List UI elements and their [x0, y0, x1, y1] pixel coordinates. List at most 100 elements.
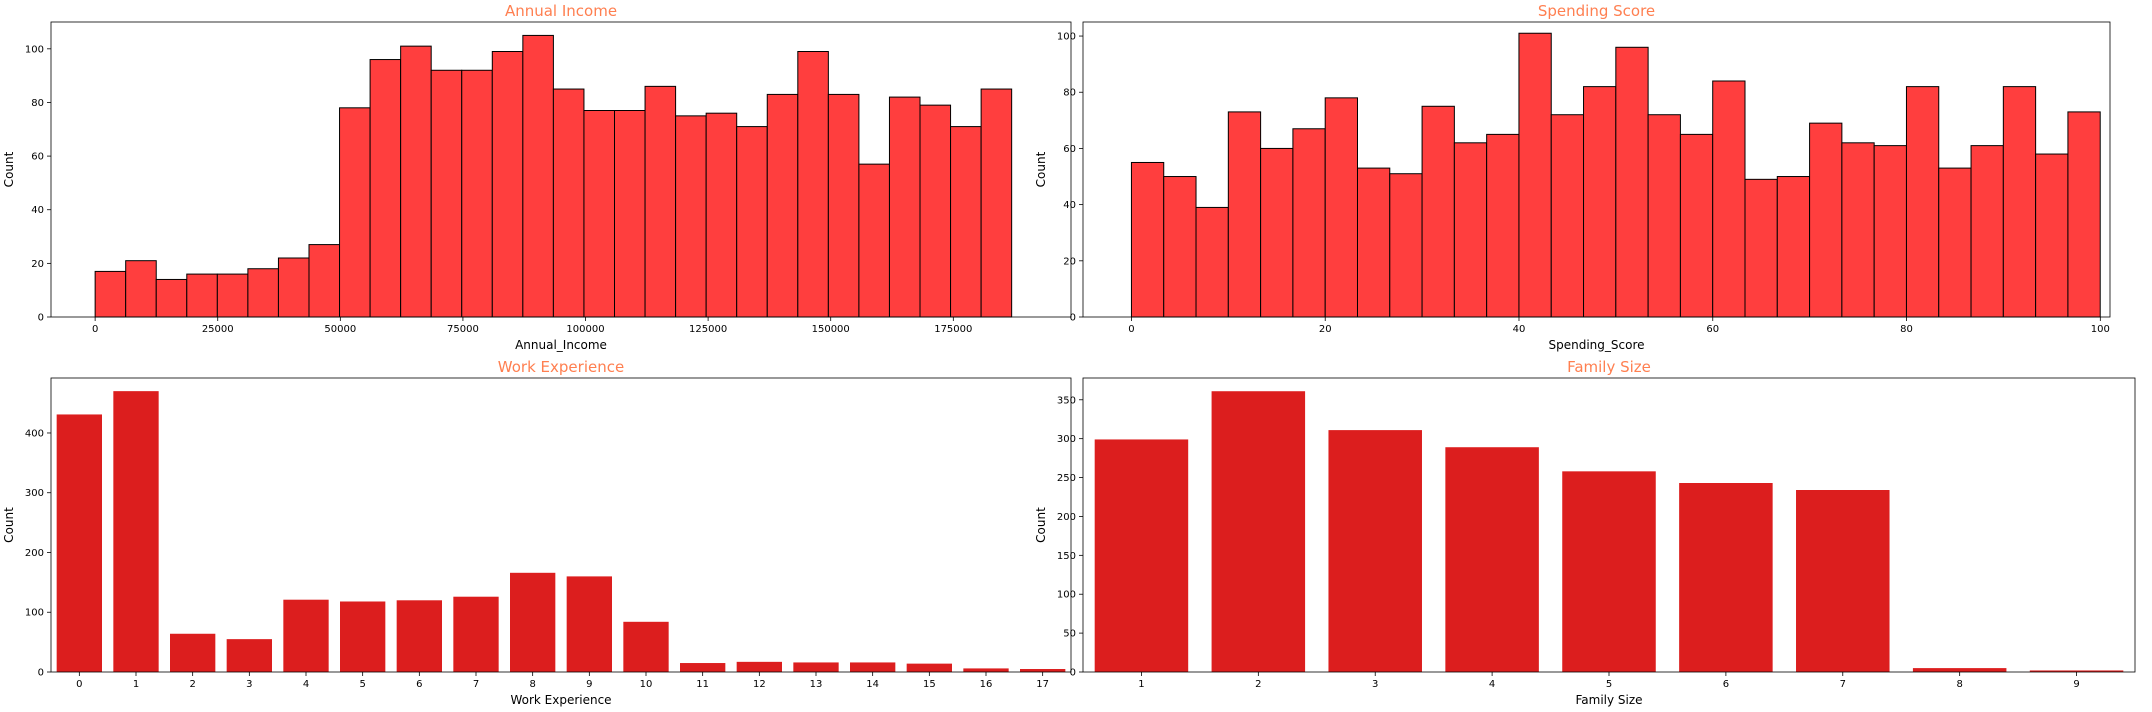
histogram-bar — [125, 260, 157, 318]
x-tick-label: 1 — [1138, 679, 1144, 690]
bar — [1445, 447, 1539, 672]
x-tick-label: 13 — [810, 679, 823, 690]
histogram-bar — [1776, 176, 1811, 318]
histogram-bar — [1712, 80, 1746, 318]
histogram-bar — [2035, 153, 2069, 318]
bar — [1094, 439, 1189, 672]
bar — [510, 572, 556, 672]
y-axis-label: Count — [2, 507, 16, 543]
histogram-bar — [1260, 147, 1294, 318]
x-tick-label: 7 — [1840, 679, 1846, 690]
x-axis-label: Work Experience — [510, 693, 611, 707]
y-axis-label: Count — [1034, 151, 1048, 187]
x-tick-label: 5 — [1606, 679, 1612, 690]
y-tick-label: 60 — [1063, 144, 1076, 155]
bar — [340, 601, 386, 672]
y-tick-label: 100 — [1057, 590, 1076, 601]
y-tick-label: 100 — [1057, 32, 1076, 43]
histogram-bar — [827, 93, 860, 318]
histogram-bar — [216, 273, 249, 318]
y-tick-label: 80 — [1063, 88, 1076, 99]
y-tick-label: 0 — [38, 313, 44, 324]
y-tick-label: 150 — [1057, 551, 1076, 562]
x-tick-label: 2 — [189, 679, 195, 690]
x-tick-label: 14 — [866, 679, 879, 690]
histogram-bar — [430, 69, 463, 318]
bar — [396, 600, 442, 672]
bar — [113, 391, 159, 672]
histogram-bar — [277, 257, 310, 318]
histogram-bar — [369, 59, 402, 318]
histogram-bar — [1421, 105, 1455, 318]
x-axis-label: Family Size — [1575, 693, 1642, 707]
histogram-bar — [552, 88, 585, 318]
histogram-bar — [1486, 133, 1520, 318]
histogram-bar — [644, 85, 677, 318]
histogram-bar — [1324, 97, 1358, 318]
family-size-chart: Family Size Family Size Count 1 2 3 4 5 6 7 8 9 0… — [1034, 358, 2136, 707]
x-tick-label: 5 — [359, 679, 365, 690]
bar — [1796, 490, 1890, 672]
x-tick-label: 10 — [640, 679, 653, 690]
x-tick-label: 0 — [92, 324, 98, 335]
x-tick-label: 1 — [133, 679, 139, 690]
histogram-bar — [766, 93, 799, 318]
x-tick-label: 3 — [246, 679, 252, 690]
x-tick-label: 8 — [1956, 679, 1962, 690]
x-tick-label: 15 — [923, 679, 936, 690]
histogram-bar — [1453, 142, 1488, 318]
bar — [736, 661, 782, 672]
y-tick-label: 300 — [25, 488, 44, 499]
y-tick-label: 300 — [1057, 434, 1076, 445]
bar — [1912, 668, 2007, 672]
bar — [623, 621, 669, 672]
bar — [2029, 670, 2124, 672]
histogram-bar — [1744, 178, 1778, 318]
work-experience-chart: Work Experience Work Experience Count 0 1… — [2, 358, 1072, 707]
x-axis-label: Annual_Income — [515, 338, 607, 352]
histogram-bar — [491, 51, 524, 318]
y-tick-label: 20 — [1063, 256, 1076, 267]
histogram-bar — [980, 88, 1013, 318]
y-tick-label: 100 — [25, 44, 44, 55]
x-tick-label: 100000 — [566, 324, 604, 335]
x-tick-label: 175000 — [934, 324, 972, 335]
histogram-bar — [400, 45, 432, 318]
histogram-bar — [1938, 167, 1972, 318]
bar — [1562, 471, 1656, 672]
histogram-bar — [2067, 111, 2101, 318]
histogram-bar — [1195, 206, 1229, 318]
y-tick-label: 50 — [1063, 629, 1076, 640]
spending-score-chart: Spending Score Spending_Score Count 0 20 4… — [1034, 2, 2111, 352]
histogram-bar — [858, 163, 890, 318]
x-tick-label: 20 — [1319, 324, 1332, 335]
histogram-bar — [1356, 167, 1391, 318]
y-tick-label: 200 — [1057, 512, 1076, 523]
histogram-bar — [1163, 176, 1197, 318]
bar — [793, 662, 839, 672]
bar — [283, 599, 329, 672]
x-tick-label: 100 — [2091, 324, 2110, 335]
y-tick-label: 0 — [38, 668, 44, 679]
histogram-bar — [919, 104, 952, 318]
x-tick-label: 0 — [76, 679, 82, 690]
y-tick-label: 40 — [1063, 200, 1076, 211]
y-tick-label: 350 — [1057, 395, 1076, 406]
x-tick-label: 2 — [1255, 679, 1261, 690]
histogram-bar — [675, 115, 707, 318]
plot-frame — [1082, 21, 2111, 318]
x-tick-label: 16 — [980, 679, 993, 690]
histogram-bar — [1970, 145, 2004, 318]
bar — [453, 596, 499, 672]
y-tick-label: 20 — [31, 259, 44, 270]
x-tick-label: 0 — [1128, 324, 1134, 335]
chart-title: Family Size — [1567, 358, 1651, 376]
histogram-bar — [339, 107, 371, 318]
x-tick-label: 12 — [753, 679, 766, 690]
bar — [1020, 669, 1066, 672]
y-axis-label: Count — [1034, 507, 1048, 543]
plot-frame — [1082, 377, 2136, 673]
histogram-bar — [186, 273, 218, 318]
chart-title: Annual Income — [505, 2, 617, 20]
